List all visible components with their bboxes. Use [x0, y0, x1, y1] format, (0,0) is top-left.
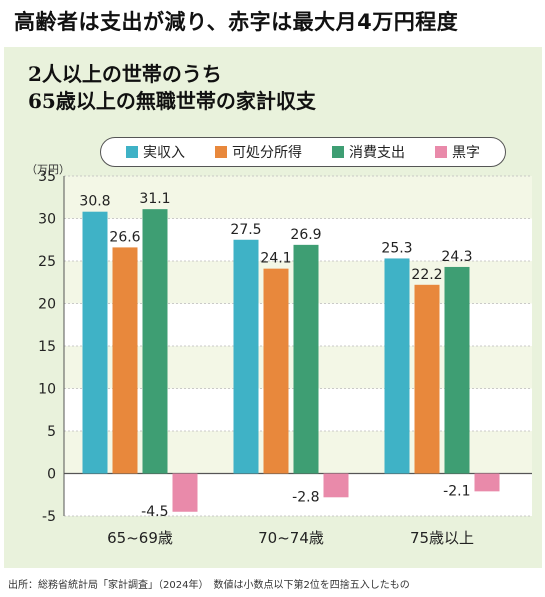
- y-tick-label: 25: [38, 254, 56, 270]
- bars-layer: [82, 209, 500, 512]
- y-tick-label: 5: [47, 424, 56, 440]
- data-label: 26.6: [109, 229, 140, 245]
- x-tick-label: 65~69歳: [107, 529, 173, 547]
- axis-layer: 35 30 25 20 15 10 5 0 -5 65~69歳 70~74歳 75歳以上: [38, 169, 474, 547]
- data-label: -4.5: [141, 504, 168, 520]
- legend-label: 実収入: [143, 145, 185, 161]
- data-label: 25.3: [381, 240, 412, 256]
- data-label: 31.1: [139, 191, 170, 207]
- bar: [263, 268, 289, 474]
- legend-swatch: [435, 146, 447, 158]
- data-label: -2.1: [443, 483, 470, 499]
- data-label: 30.8: [79, 194, 110, 210]
- x-tick-label: 70~74歳: [258, 529, 324, 547]
- y-tick-label: 15: [38, 339, 56, 355]
- data-label: 24.1: [260, 251, 291, 267]
- legend-item-kashobun-shotoku: 可処分所得: [215, 142, 302, 162]
- x-tick-label: 75歳以上: [410, 529, 474, 547]
- legend-swatch: [332, 146, 344, 158]
- chart-title-line-1: 2人以上の世帯のうち: [28, 62, 222, 86]
- data-label: 22.2: [411, 267, 442, 283]
- bar: [414, 284, 440, 474]
- legend-swatch: [215, 146, 227, 158]
- chart-legend: 実収入 可処分所得 消費支出 黒字: [100, 137, 506, 167]
- bar: [142, 209, 168, 474]
- y-tick-label: 35: [38, 169, 56, 185]
- y-tick-label: 20: [38, 297, 56, 313]
- y-tick-label: 30: [38, 212, 56, 228]
- y-tick-label: 10: [38, 382, 56, 398]
- bar: [444, 266, 470, 474]
- labels-layer: 30.8 26.6 31.1 -4.5 27.5 24.1 26.9 -2.8 25.3 22.2…: [79, 191, 472, 520]
- y-tick-label: 0: [47, 467, 56, 483]
- bar: [172, 473, 198, 512]
- legend-item-kuroji: 黒字: [435, 142, 480, 162]
- source-footnote: 出所：総務省統計局「家計調査」（2024年） 数値は小数点以下第2位を四捨五入し…: [8, 580, 410, 591]
- legend-swatch: [126, 146, 138, 158]
- legend-item-shohi-shishutsu: 消費支出: [332, 142, 405, 162]
- headline: 高齢者は支出が減り、赤字は最大月4万円程度: [14, 10, 459, 34]
- legend-item-jitsu-shunyu: 実収入: [126, 142, 185, 162]
- grid-band: [64, 176, 532, 219]
- chart-panel: 2人以上の世帯のうち 65歳以上の無職世帯の家計収支 実収入 可処分所得 消費支…: [4, 47, 542, 568]
- y-axis-unit: （万円）: [26, 163, 70, 176]
- data-label: -2.8: [292, 489, 319, 505]
- data-label: 26.9: [290, 227, 321, 243]
- y-tick-label: -5: [42, 509, 56, 525]
- bar-chart: 30.8 26.6 31.1 -4.5 27.5 24.1 26.9 -2.8 25.3 22.2…: [38, 169, 532, 547]
- data-label: 27.5: [230, 222, 261, 238]
- bar: [82, 211, 108, 474]
- bar: [384, 258, 410, 474]
- bar: [474, 473, 500, 492]
- chart-title: 2人以上の世帯のうち 65歳以上の無職世帯の家計収支: [28, 61, 316, 115]
- bar: [293, 244, 319, 474]
- data-label: 24.3: [441, 249, 472, 265]
- bar: [323, 473, 349, 498]
- chart-title-line-2: 65歳以上の無職世帯の家計収支: [28, 89, 316, 113]
- legend-label: 黒字: [452, 145, 480, 161]
- bar: [233, 239, 259, 474]
- legend-label: 消費支出: [349, 145, 405, 161]
- legend-label: 可処分所得: [232, 145, 302, 161]
- bar: [112, 247, 138, 474]
